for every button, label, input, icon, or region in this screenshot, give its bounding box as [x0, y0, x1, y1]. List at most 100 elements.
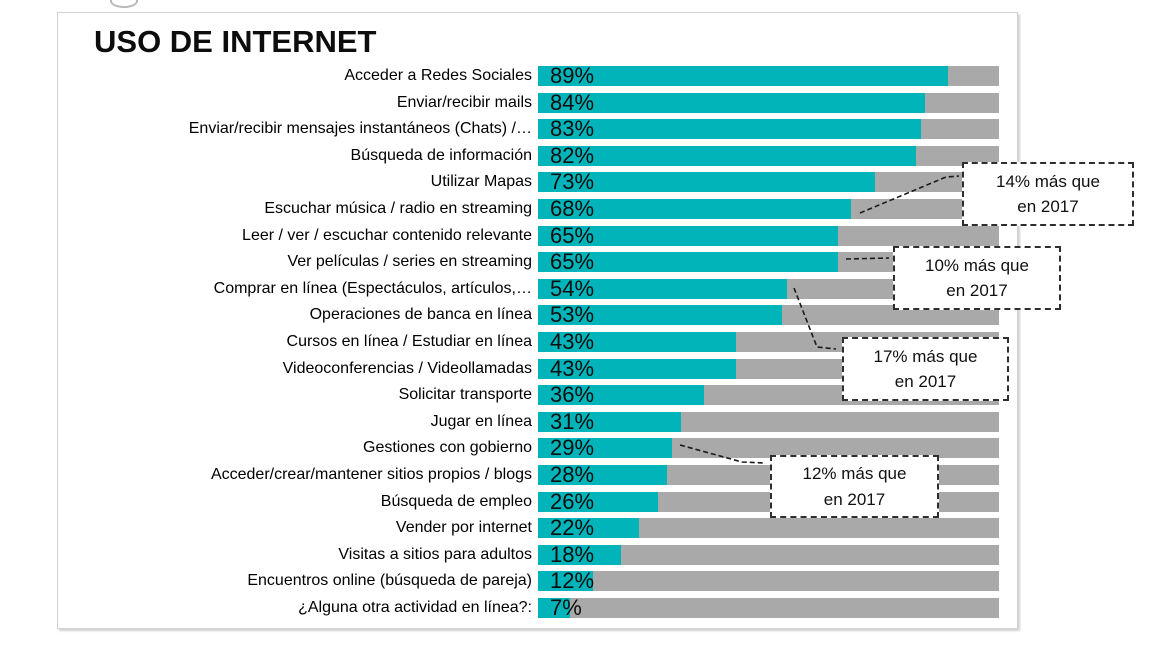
value-label: 73%	[550, 169, 595, 195]
annotation-line: 17% más que	[873, 346, 978, 366]
annotation-callout: 10% más que en 2017	[893, 246, 1061, 310]
value-label: 28%	[550, 462, 595, 487]
bar-fill	[538, 518, 640, 539]
value-label: 68%	[550, 196, 595, 221]
bar-row: Utilizar Mapas 73%	[62, 169, 1006, 195]
annotation-line: en 2017	[823, 489, 886, 509]
bar-fill	[538, 305, 783, 326]
category-label: Búsqueda de empleo	[380, 492, 532, 510]
bar-fill	[538, 225, 838, 246]
bar-track: 68%	[538, 196, 999, 221]
bar-row: Gestiones con gobierno 29%	[62, 435, 1006, 461]
annotation-callout: 14% más que en 2017	[962, 162, 1134, 226]
value-label: 89%	[550, 63, 595, 88]
category-label: Vender por internet	[395, 519, 532, 537]
bar-row: Visitas a sitios para adultos 18%	[62, 541, 1006, 567]
bar-track: 82%	[538, 142, 999, 168]
category-label: Búsqueda de información	[350, 146, 532, 164]
category-label: Enviar/recibir mensajes instantáneos (Ch…	[188, 120, 532, 138]
annotation-callout: 12% más que en 2017	[770, 455, 939, 518]
bar-fill	[538, 544, 621, 565]
category-label: Gestiones con gobierno	[363, 439, 532, 457]
bar-fill	[538, 172, 875, 193]
bar-row: Acceder a Redes Sociales 89%	[62, 63, 1006, 88]
value-label: 65%	[550, 249, 595, 275]
bar-track: 31%	[538, 408, 999, 434]
bar-row: Enviar/recibir mails 84%	[62, 89, 1006, 115]
bar-track: 89%	[538, 63, 999, 88]
bar-row: Enviar/recibir mensajes instantáneos (Ch…	[62, 116, 1006, 142]
annotation-line: en 2017	[894, 372, 957, 391]
annotation-line: en 2017	[1017, 197, 1079, 216]
category-label: Acceder/crear/mantener sitios propios / …	[210, 466, 532, 483]
bar-row: Jugar en línea 31%	[62, 408, 1006, 434]
bar-track: 7%	[538, 595, 999, 620]
value-label: 36%	[550, 382, 595, 408]
value-label: 22%	[550, 515, 595, 541]
annotation-callout: 17% más que en 2017	[842, 337, 1009, 401]
value-label: 54%	[550, 275, 595, 301]
bar-track: 73%	[538, 169, 999, 195]
category-label: Ver películas / series en streaming	[287, 253, 532, 271]
bar-row: Escuchar música / radio en streaming 68%	[62, 196, 1006, 221]
category-label: Operaciones de banca en línea	[309, 306, 532, 324]
bar-fill	[538, 66, 949, 86]
bar-fill	[538, 598, 571, 618]
bar-row: Comprar en línea (Espectáculos, artículo…	[62, 275, 1006, 301]
value-label: 43%	[550, 329, 595, 354]
chart-title: USO DE INTERNET	[94, 24, 377, 59]
bar-row: Encuentros online (búsqueda de pareja) 12…	[62, 568, 1006, 594]
bar-row: Leer / ver / escuchar contenido relevant…	[62, 223, 1006, 247]
bar-track: 65%	[538, 223, 999, 247]
category-label: Escuchar música / radio en streaming	[264, 200, 532, 217]
bar-fill	[538, 119, 921, 140]
value-label: 26%	[550, 488, 595, 514]
annotation-line: 12% más que	[802, 464, 907, 483]
bar-track: 65%	[538, 249, 999, 275]
bar-fill	[538, 92, 926, 113]
category-label: ¿Alguna otra actividad en línea?:	[298, 599, 532, 616]
category-label: Enviar/recibir mails	[396, 93, 532, 111]
bar-track: 29%	[538, 435, 999, 461]
bar-fill	[538, 278, 787, 299]
category-label: Visitas a sitios para adultos	[338, 545, 532, 563]
category-label: Acceder a Redes Sociales	[344, 67, 532, 84]
bar-fill	[538, 571, 594, 592]
value-label: 18%	[550, 541, 595, 567]
category-label: Comprar en línea (Espectáculos, artículo…	[213, 279, 532, 297]
bar-fill	[538, 385, 704, 406]
bar-fill	[538, 465, 668, 485]
bar-fill	[538, 332, 737, 352]
bar-track: 54%	[538, 275, 999, 301]
value-label: 43%	[550, 355, 595, 381]
value-label: 82%	[550, 142, 595, 168]
value-label: 83%	[550, 116, 595, 142]
annotation-line: 14% más que	[996, 171, 1100, 191]
value-label: 7%	[550, 595, 582, 620]
bar-row: Operaciones de banca en línea 53%	[62, 303, 1006, 327]
value-label: 29%	[550, 435, 595, 461]
bar-row: Búsqueda de información 82%	[62, 142, 1006, 168]
bar-track: 18%	[538, 541, 999, 567]
bar-track: 84%	[538, 89, 999, 115]
bar-fill	[538, 438, 672, 459]
category-label: Cursos en línea / Estudiar en línea	[286, 333, 532, 350]
bar-fill	[538, 145, 917, 166]
bar-fill	[538, 358, 737, 379]
annotation-line: 10% más que	[925, 255, 1029, 275]
category-label: Solicitar transporte	[398, 386, 532, 404]
value-label: 84%	[550, 89, 595, 115]
bar-row: ¿Alguna otra actividad en línea?: 7%	[62, 595, 1006, 620]
category-label: Jugar en línea	[430, 412, 532, 430]
bar-row: Vender por internet 22%	[62, 515, 1006, 541]
category-label: Encuentros online (búsqueda de pareja)	[247, 572, 532, 590]
bar-row: Ver películas / series en streaming 65%	[62, 249, 1006, 275]
bar-track: 83%	[538, 116, 999, 142]
bar-fill	[538, 491, 658, 512]
value-label: 12%	[550, 568, 595, 594]
value-label: 31%	[550, 408, 595, 434]
bar-fill	[538, 252, 838, 273]
category-label: Videoconferencias / Videollamadas	[282, 359, 532, 377]
bar-fill	[538, 411, 681, 432]
